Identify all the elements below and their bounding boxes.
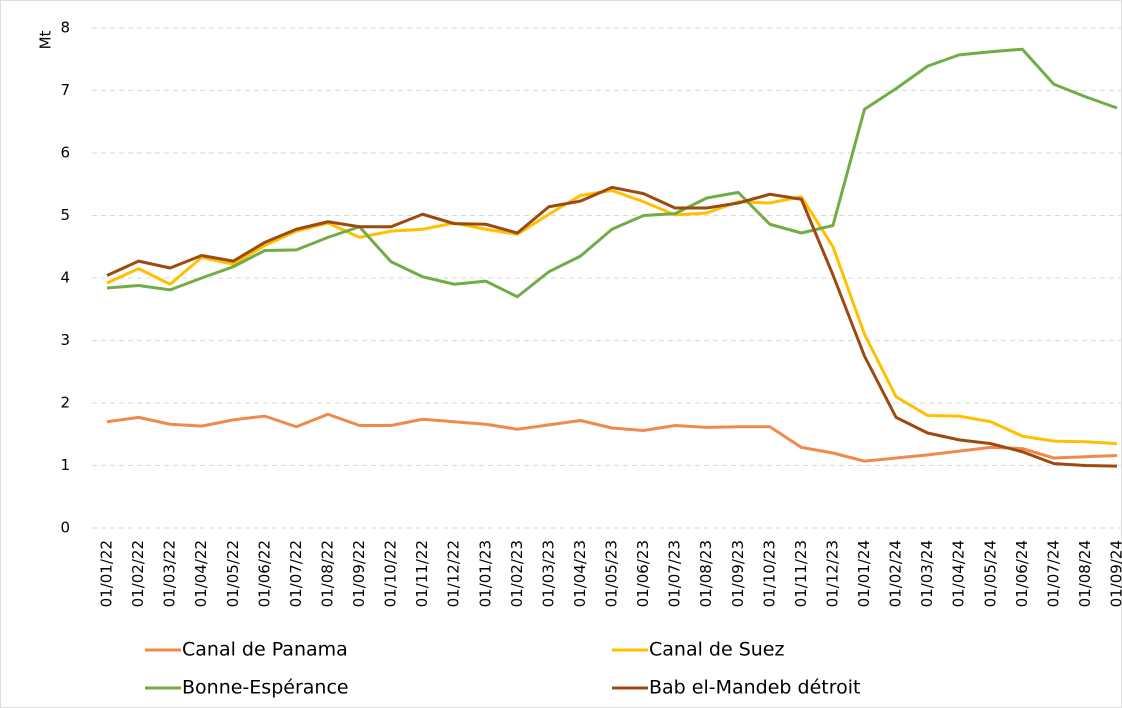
x-tick-label: 01/11/23 (792, 540, 810, 607)
x-tick-label: 01/12/23 (823, 540, 841, 607)
y-tick-label: 3 (60, 331, 70, 349)
x-tick-label: 01/02/24 (887, 540, 905, 607)
x-tick-label: 01/02/23 (508, 540, 526, 607)
y-tick-label: 0 (60, 519, 70, 537)
x-tick-label: 01/03/24 (918, 540, 936, 607)
y-tick-label: 1 (60, 456, 70, 474)
x-tick-label: 01/04/23 (571, 540, 589, 607)
x-tick-label: 01/04/24 (950, 540, 968, 607)
x-tick-label: 01/05/23 (603, 540, 621, 607)
y-tick-label: 7 (60, 81, 70, 99)
x-tick-label: 01/01/22 (98, 540, 116, 607)
series-line (106, 412, 1118, 463)
x-tick-label: 01/07/24 (1044, 540, 1062, 607)
x-tick-label: 01/07/22 (287, 540, 305, 607)
series-line (106, 189, 1118, 446)
x-tick-label: 01/08/22 (318, 540, 336, 607)
y-tick-label: 4 (60, 269, 70, 287)
legend-label: Canal de Panama (182, 639, 348, 661)
y-tick-label: 2 (60, 394, 70, 412)
x-tick-label: 01/04/22 (192, 540, 210, 607)
x-tick-label: 01/03/22 (161, 540, 179, 607)
x-tick-label: 01/01/23 (476, 540, 494, 607)
y-tick-label: 6 (60, 144, 70, 162)
x-tick-label: 01/09/23 (729, 540, 747, 607)
x-tick-label: 01/06/23 (634, 540, 652, 607)
x-tick-label: 01/05/22 (224, 540, 242, 607)
legend-label: Bab el-Mandeb détroit (649, 677, 860, 699)
series-line (106, 185, 1118, 468)
x-tick-label: 01/12/22 (445, 540, 463, 607)
y-tick-label: 5 (60, 206, 70, 224)
series-line (106, 47, 1118, 299)
x-tick-label: 01/10/23 (760, 540, 778, 607)
x-tick-label: 01/11/22 (413, 540, 431, 607)
y-axis-label: Mt (37, 30, 55, 49)
y-tick-label: 8 (60, 19, 70, 37)
x-tick-label: 01/10/22 (382, 540, 400, 607)
x-tick-label: 01/06/22 (255, 540, 273, 607)
x-tick-label: 01/05/24 (981, 540, 999, 607)
x-tick-label: 01/09/24 (1108, 540, 1122, 607)
x-tick-label: 01/02/22 (129, 540, 147, 607)
x-tick-label: 01/07/23 (666, 540, 684, 607)
x-tick-label: 01/08/23 (697, 540, 715, 607)
x-tick-label: 01/09/22 (350, 540, 368, 607)
legend-label: Canal de Suez (649, 639, 784, 661)
x-tick-label: 01/03/23 (539, 540, 557, 607)
x-tick-label: 01/06/24 (1013, 540, 1031, 607)
x-tick-label: 01/01/24 (855, 540, 873, 607)
legend-label: Bonne-Espérance (182, 677, 349, 699)
x-tick-label: 01/08/24 (1076, 540, 1094, 607)
